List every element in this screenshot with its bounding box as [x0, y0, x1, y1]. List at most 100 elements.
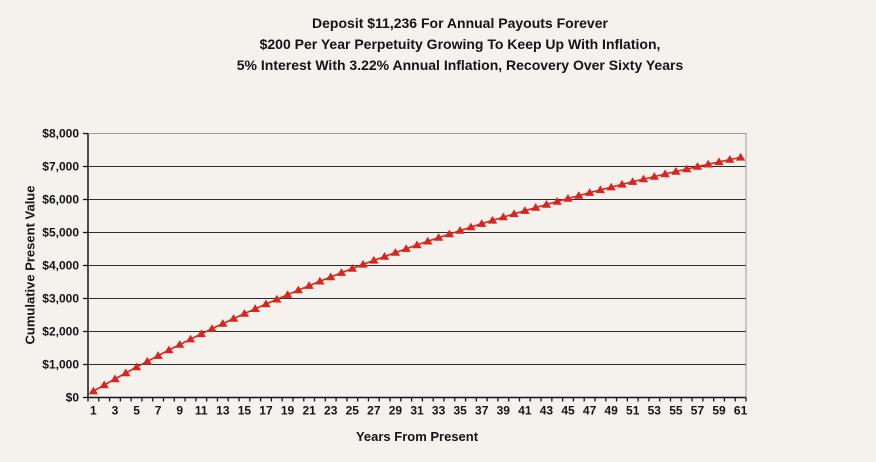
data-point-marker	[88, 386, 99, 395]
data-point-marker	[628, 177, 638, 185]
data-point-marker	[293, 285, 303, 294]
x-axis-tick-label: 25	[346, 404, 360, 418]
x-axis-tick-label: 53	[648, 404, 662, 418]
data-point-marker	[336, 268, 347, 276]
data-point-marker	[358, 259, 368, 268]
data-point-marker	[498, 212, 508, 221]
data-point-marker	[692, 162, 703, 170]
data-point-marker	[466, 222, 476, 231]
data-point-marker	[477, 219, 487, 227]
data-point-marker	[121, 368, 131, 377]
data-point-marker	[185, 334, 196, 343]
x-axis-tick-label: 49	[604, 404, 618, 418]
data-point-marker	[379, 252, 390, 260]
chart-title-line-1: Deposit $11,236 For Annual Payouts Forev…	[312, 15, 608, 31]
data-point-marker	[606, 182, 616, 191]
data-point-marker	[239, 309, 250, 317]
chart-title-line-2: $200 Per Year Perpetuity Growing To Keep…	[259, 36, 661, 52]
x-axis-tick-label: 45	[561, 404, 575, 418]
x-axis-tick-label: 51	[626, 404, 640, 418]
data-point-marker	[520, 206, 530, 214]
data-point-marker	[617, 179, 627, 188]
x-axis-tick-label: 9	[176, 404, 183, 418]
y-axis-tick-label: $7,000	[42, 160, 79, 174]
series-line	[93, 156, 741, 392]
data-point-marker	[552, 197, 562, 205]
x-axis-tick-label: 19	[281, 404, 295, 418]
data-point-marker	[444, 229, 455, 238]
x-axis-tick-label: 39	[497, 404, 511, 418]
data-point-marker	[682, 164, 692, 173]
data-point-marker	[725, 155, 735, 163]
data-point-marker	[228, 314, 239, 322]
x-axis-tick-label: 13	[216, 404, 230, 418]
data-point-marker	[110, 374, 120, 383]
data-point-marker	[638, 174, 649, 183]
x-axis-tick-label: 15	[238, 404, 252, 418]
x-axis-tick-label: 35	[453, 404, 467, 418]
y-axis-tick-label: $4,000	[42, 259, 79, 273]
data-point-marker	[703, 159, 713, 168]
data-point-marker	[164, 345, 174, 354]
x-axis-tick-label: 3	[112, 404, 119, 418]
data-point-marker	[735, 152, 746, 161]
data-point-marker	[531, 203, 541, 211]
data-point-marker	[175, 340, 185, 348]
y-axis-tick-label: $5,000	[42, 226, 79, 240]
data-point-marker	[390, 248, 401, 256]
data-point-marker	[131, 362, 142, 371]
data-point-marker	[433, 233, 444, 241]
x-axis-tick-label: 59	[712, 404, 726, 418]
data-point-marker	[595, 185, 606, 194]
data-point-marker	[412, 240, 422, 249]
x-axis-tick-label: 47	[583, 404, 597, 418]
x-axis-tick-label: 29	[389, 404, 403, 418]
data-point-marker	[304, 281, 314, 289]
data-point-marker	[272, 294, 282, 303]
data-point-marker	[196, 329, 206, 338]
y-axis-tick-label: $0	[66, 391, 80, 405]
x-axis-tick-label: 21	[302, 404, 316, 418]
x-axis-tick-label: 61	[734, 404, 748, 418]
x-axis-tick-label: 57	[691, 404, 705, 418]
x-axis-tick-label: 31	[410, 404, 424, 418]
data-point-marker	[315, 276, 325, 285]
x-axis-tick-label: 27	[367, 404, 381, 418]
data-point-marker	[369, 255, 379, 264]
y-axis-tick-label: $2,000	[42, 325, 79, 339]
chart-title: Deposit $11,236 For Annual Payouts Forev…	[44, 13, 876, 76]
data-point-marker	[660, 169, 670, 178]
y-axis-tick-label: $6,000	[42, 193, 79, 207]
data-point-marker	[99, 380, 109, 389]
data-point-marker	[455, 226, 465, 234]
y-axis-tick-label: $3,000	[42, 292, 79, 306]
data-point-marker	[250, 304, 260, 312]
data-point-marker	[282, 290, 293, 298]
x-axis-tick-label: 1	[90, 404, 97, 418]
data-point-marker	[649, 172, 659, 180]
data-point-marker	[207, 324, 217, 332]
chart-title-line-3: 5% Interest With 3.22% Annual Inflation,…	[236, 57, 684, 73]
y-axis-tick-label: $8,000	[42, 127, 79, 141]
data-point-marker	[509, 209, 519, 218]
data-point-marker	[153, 351, 163, 359]
data-point-marker	[671, 167, 681, 175]
x-axis-tick-label: 33	[432, 404, 446, 418]
x-axis-tick-label: 37	[475, 404, 489, 418]
x-axis-tick-label: 5	[133, 404, 140, 418]
x-axis-tick-label: 55	[669, 404, 683, 418]
data-point-marker	[423, 236, 433, 245]
data-point-marker	[142, 356, 152, 365]
data-point-marker	[347, 264, 357, 272]
data-point-marker	[261, 299, 271, 308]
x-axis-tick-label: 23	[324, 404, 338, 418]
data-point-marker	[714, 157, 724, 166]
x-axis-title: Years From Present	[355, 429, 479, 444]
data-point-marker	[541, 200, 552, 208]
data-point-marker	[487, 215, 498, 224]
data-point-marker	[563, 194, 573, 202]
data-point-marker	[574, 191, 584, 199]
data-point-marker	[326, 272, 336, 281]
